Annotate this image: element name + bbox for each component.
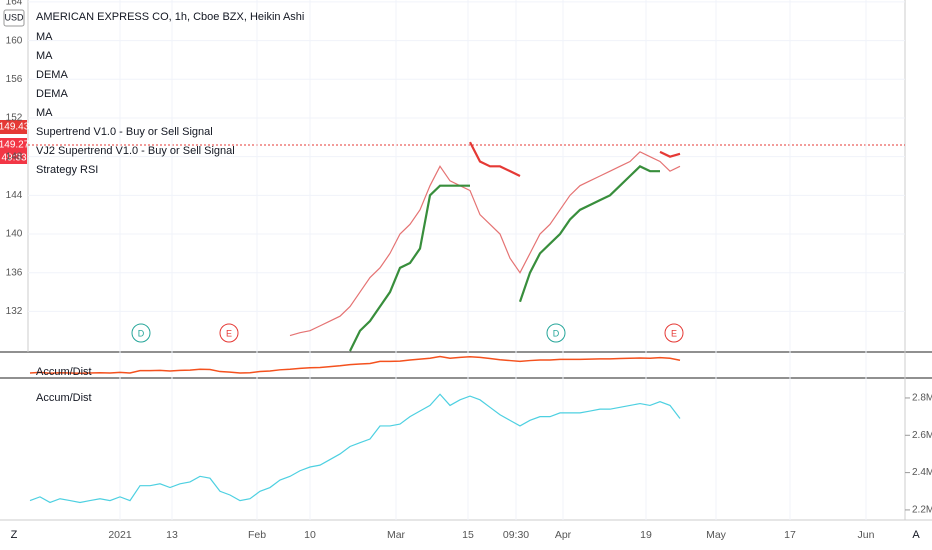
price-line (349, 165, 660, 352)
y-tick-label: 160 (6, 35, 23, 46)
price-line (469, 141, 681, 177)
event-label: E (671, 328, 677, 338)
time-label: Mar (387, 529, 406, 541)
time-label: May (706, 529, 727, 541)
accum-dist-line (29, 393, 681, 504)
event-marker (131, 323, 151, 343)
time-label: 19 (640, 529, 652, 541)
y2-tick-label: 2.8M (912, 393, 932, 404)
y-tick-label: 156 (6, 74, 23, 85)
price-badge (0, 120, 27, 134)
pane-title: Accum/Dist (36, 392, 92, 404)
corner-button[interactable]: Z (11, 529, 18, 541)
pane-title: Accum/Dist (36, 366, 92, 378)
event-label: D (553, 328, 560, 338)
indicator-label: DEMA (36, 88, 68, 100)
y2-tick-label: 2.2M (912, 505, 932, 516)
price-badge-text: 149.27 (0, 140, 30, 151)
event-marker (546, 323, 566, 343)
event-marker (219, 323, 239, 343)
indicator-label: VJ2 Supertrend V1.0 - Buy or Sell Signal (36, 145, 235, 157)
currency: USD (4, 12, 24, 22)
indicator-label: MA (36, 107, 53, 119)
event-label: D (138, 328, 145, 338)
y2-tick-label: 2.6M (912, 430, 932, 441)
time-label: Jun (858, 529, 875, 541)
indicator-label: DEMA (36, 69, 68, 81)
time-label: Feb (248, 529, 266, 541)
time-label: 13 (166, 529, 178, 541)
price-badge (0, 138, 27, 164)
y2-tick-label: 2.4M (912, 467, 932, 478)
price-badge-text: 149.43 (0, 122, 30, 133)
indicator-label: MA (36, 50, 53, 62)
y-tick-label: 144 (6, 190, 23, 201)
corner-button[interactable]: A (912, 529, 920, 541)
y-tick-label: 164 (6, 0, 23, 8)
indicator-label: Supertrend V1.0 - Buy or Sell Signal (36, 126, 213, 138)
y-tick-label: 140 (6, 229, 23, 240)
event-label: E (226, 328, 232, 338)
time-label: 2021 (108, 529, 132, 541)
mini-accum-dist-line (29, 355, 681, 375)
indicator-label: MA (36, 31, 53, 43)
y-tick-label: 148 (6, 151, 23, 162)
y-tick-label: 132 (6, 306, 23, 317)
time-label: 09:30 (503, 529, 529, 541)
price-line (289, 151, 681, 337)
time-label: 10 (304, 529, 316, 541)
indicator-label: Strategy RSI (36, 164, 98, 176)
chart-title: AMERICAN EXPRESS CO, 1h, Cboe BZX, Heiki… (36, 11, 304, 23)
y-tick-label: 136 (6, 267, 23, 278)
y-tick-label: 152 (6, 113, 23, 124)
event-marker (664, 323, 684, 343)
main-series (289, 141, 681, 352)
time-label: 17 (784, 529, 796, 541)
time-label: 15 (462, 529, 474, 541)
currency-box[interactable] (3, 9, 25, 27)
price-badge-text: 49:33 (1, 153, 26, 164)
time-label: Apr (555, 529, 572, 541)
